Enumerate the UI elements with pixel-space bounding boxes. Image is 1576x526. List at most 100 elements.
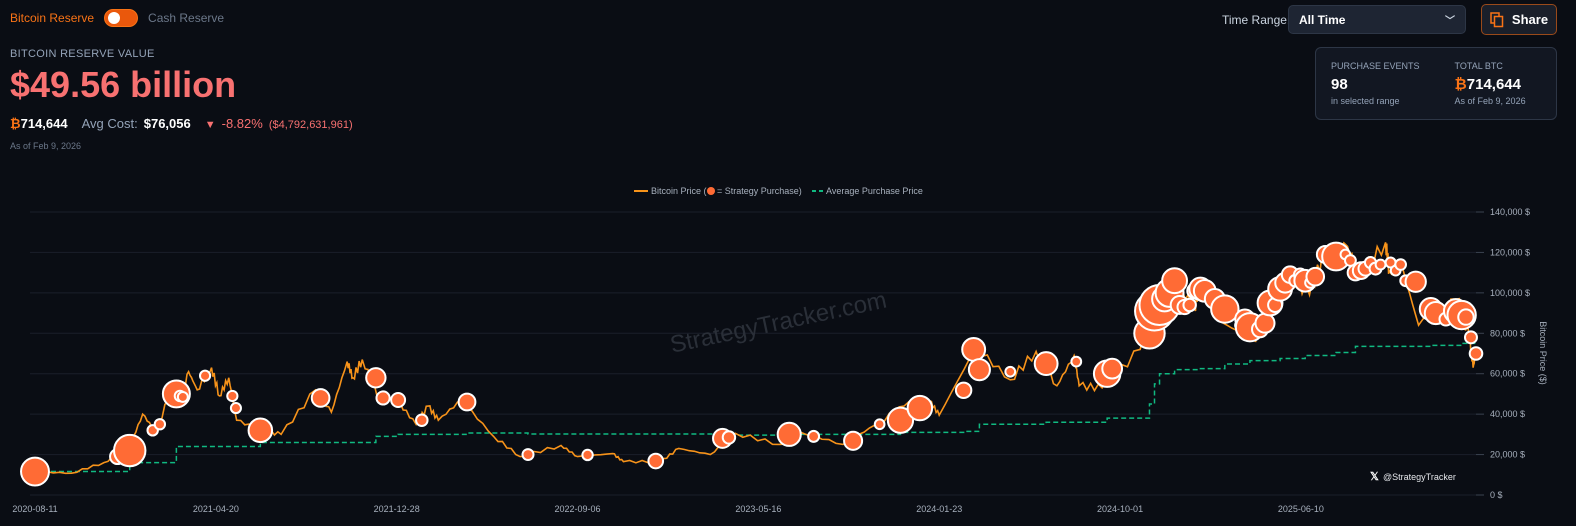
total-btc-value: ₿714,644	[1455, 76, 1526, 93]
reserve-value: $49.56 billion	[10, 64, 237, 105]
share-button[interactable]: Share	[1481, 4, 1557, 35]
purchase-bubble	[967, 358, 991, 382]
share-label: Share	[1511, 12, 1549, 27]
x-tick-label: 2024-01-23	[916, 504, 962, 514]
total-btc-stat: TOTAL BTC ₿714,644 As of Feb 9, 2026	[1455, 61, 1526, 106]
time-range-label: Time Range:	[1222, 13, 1291, 27]
y-tick-label: 80,000 $	[1490, 328, 1525, 338]
toggle-knob	[108, 12, 121, 24]
y-tick-label: 140,000 $	[1490, 207, 1530, 217]
legend-bubble-swatch	[707, 187, 715, 195]
x-tick-label: 2025-06-10	[1278, 504, 1324, 514]
purchase-bubble	[807, 429, 821, 443]
purchase-bubble	[247, 417, 274, 444]
as-of-date: As of Feb 9, 2026	[10, 141, 82, 151]
time-range-select[interactable]: All Time ﹀	[1288, 5, 1466, 34]
purchase-bubble	[1161, 267, 1189, 295]
purchase-bubble	[365, 367, 387, 389]
down-triangle-icon: ▼	[204, 119, 216, 131]
purchase-bubble	[457, 392, 477, 412]
copy-icon	[1490, 11, 1504, 27]
purchase-events-stat: PURCHASE EVENTS 98 in selected range	[1331, 61, 1420, 106]
purchase-bubble	[229, 402, 242, 415]
legend-avg-label: Average Purchase Price	[826, 186, 923, 196]
purchase-events-sub: in selected range	[1331, 96, 1400, 106]
y-tick-label: 20,000 $	[1490, 450, 1525, 460]
purchase-bubble	[375, 390, 391, 406]
chevron-down-icon: ﹀	[1445, 16, 1455, 27]
y-tick-label: 0 $	[1490, 490, 1503, 500]
total-btc-sub: As of Feb 9, 2026	[1454, 96, 1526, 106]
change-absolute: ($4,792,631,961)	[268, 119, 353, 131]
reserve-stats: ₿714,644 Avg Cost: $76,056 ▼ -8.82% ($4,…	[10, 116, 353, 131]
x-logo-icon: 𝕏	[1370, 471, 1379, 483]
legend: Bitcoin Price ( = Strategy Purchase) Ave…	[634, 186, 923, 196]
purchase-bubble	[1182, 297, 1197, 313]
purchase-bubble	[954, 381, 973, 400]
x-tick-label: 2020-08-11	[12, 504, 57, 514]
purchase-bubble	[961, 337, 987, 362]
x-tick-label: 2024-10-01	[1097, 504, 1143, 514]
purchase-bubble	[390, 392, 407, 408]
purchase-bubble	[1457, 308, 1475, 326]
cash-reserve-label[interactable]: Cash Reserve	[148, 11, 225, 25]
x-tick-label: 2023-05-16	[735, 504, 781, 514]
btc-amount: 714,644	[20, 116, 68, 131]
purchase-bubble	[20, 456, 50, 487]
purchase-events-value: 98	[1331, 76, 1348, 93]
purchase-bubble	[906, 394, 934, 422]
summary-card: PURCHASE EVENTS 98 in selected range TOT…	[1315, 47, 1557, 120]
x-tick-label: 2021-12-28	[374, 504, 420, 514]
legend-price-label: Bitcoin Price (	[651, 186, 707, 196]
purchase-bubble	[1394, 258, 1407, 271]
total-btc-label: TOTAL BTC	[1454, 61, 1503, 71]
purchase-bubble	[176, 390, 189, 403]
y-tick-label: 60,000 $	[1490, 369, 1525, 379]
y-tick-label: 120,000 $	[1490, 247, 1530, 257]
purchase-bubble	[843, 430, 864, 451]
purchase-bubble	[415, 413, 429, 427]
time-range-value: All Time	[1299, 12, 1346, 27]
purchase-bubble	[198, 369, 212, 382]
purchase-bubble	[1101, 357, 1124, 380]
purchase-bubble	[310, 388, 331, 408]
change-percent: -8.82%	[221, 116, 263, 131]
purchase-bubble	[886, 406, 915, 434]
purchase-bubble	[1033, 351, 1059, 377]
purchase-bubble	[1254, 312, 1276, 334]
purchase-bubble	[873, 418, 886, 431]
purchase-bubble	[1374, 258, 1387, 271]
x-tick-label: 2022-09-06	[555, 504, 601, 514]
purchase-bubble	[1468, 346, 1484, 361]
purchase-bubble	[113, 433, 147, 468]
bitcoin-reserve-label[interactable]: Bitcoin Reserve	[10, 11, 95, 25]
purchase-bubble	[581, 448, 594, 462]
y-tick-label: 100,000 $	[1490, 288, 1530, 298]
purchase-bubble	[721, 430, 737, 445]
purchase-bubble	[153, 418, 167, 431]
btc-symbol-icon: ₿	[1454, 76, 1467, 93]
purchase-bubble	[1070, 355, 1083, 368]
purchase-bubble	[226, 389, 239, 403]
purchase-bubble	[776, 421, 802, 447]
total-btc-number: 714,644	[1466, 76, 1521, 93]
purchase-bubble	[1004, 365, 1017, 378]
avg-cost-label: Avg Cost:	[81, 116, 138, 131]
purchase-bubble	[521, 448, 535, 462]
y-tick-label: 40,000 $	[1490, 409, 1525, 419]
purchase-bubble	[1210, 294, 1240, 324]
purchase-bubble	[1463, 330, 1478, 345]
avg-price-line	[35, 341, 1477, 473]
btc-symbol-icon: ₿	[10, 116, 21, 131]
purchase-bubble	[647, 452, 665, 470]
reserve-toggle-row: Bitcoin Reserve Cash Reserve	[10, 9, 224, 27]
purchase-events-label: PURCHASE EVENTS	[1331, 61, 1420, 71]
watermark: StrategyTracker.com	[668, 287, 889, 359]
purchase-bubble	[1305, 266, 1326, 287]
reserve-toggle[interactable]	[104, 9, 139, 27]
purchase-bubble	[1404, 270, 1427, 293]
handle: @StrategyTracker	[1383, 472, 1456, 482]
legend-purchase-label: = Strategy Purchase)	[717, 186, 802, 196]
reserve-value-label: BITCOIN RESERVE VALUE	[10, 48, 155, 60]
